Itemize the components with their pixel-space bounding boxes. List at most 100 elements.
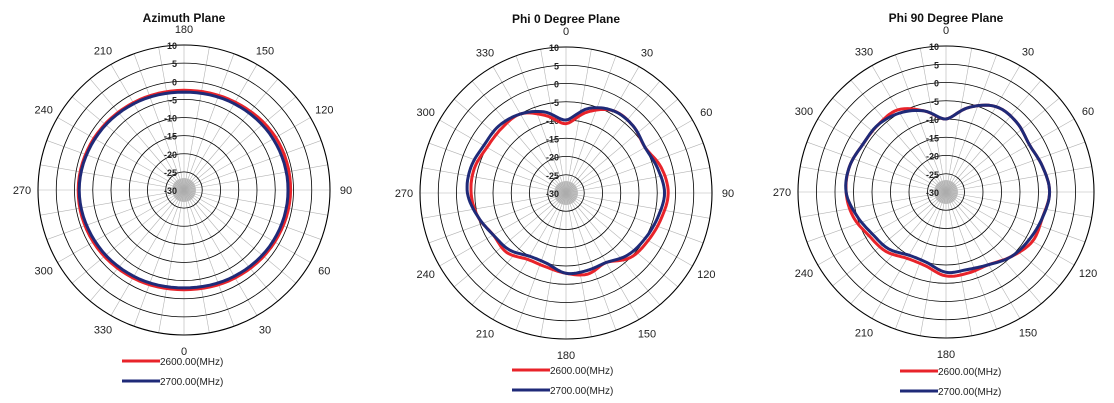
radial-tick-label: -25: [926, 170, 939, 180]
ring: [147, 153, 221, 227]
ring: [165, 171, 203, 209]
polar-chart-2: Phi 0 Degree Plane 10 5 0 -5 -10 -15 -20 -25 -30 0…: [395, 12, 734, 397]
ring: [474, 101, 658, 285]
angle-label: 60: [700, 107, 712, 119]
radial-tick-label: -20: [164, 150, 177, 160]
radial-rings: [37, 44, 331, 336]
angle-label: 300: [795, 106, 813, 118]
radial-tick-label: -5: [931, 97, 939, 107]
ring: [456, 83, 676, 303]
angle-label: 210: [94, 46, 112, 58]
ring: [419, 46, 713, 340]
radial-tick-label: -20: [546, 153, 559, 163]
center-hub: [172, 178, 196, 202]
angle-label: 180: [937, 349, 955, 361]
angle-label: 330: [855, 47, 873, 59]
ring: [853, 100, 1039, 284]
angle-label: 150: [256, 46, 274, 58]
angle-label: 60: [1082, 106, 1094, 118]
legend-label: 2600.00(MHz): [938, 367, 1001, 378]
ring: [797, 45, 1095, 339]
radial-tick-label: -15: [164, 132, 177, 142]
radial-rings: [797, 45, 1095, 339]
angle-label: 330: [476, 48, 494, 60]
angle-label: 150: [638, 328, 656, 340]
ring: [529, 156, 603, 230]
angle-label: 270: [395, 188, 413, 200]
radial-tick-label: -10: [164, 114, 177, 124]
radial-tick-label: -20: [926, 152, 939, 162]
angle-label: 300: [35, 266, 53, 278]
series-line-2: [844, 103, 1052, 275]
angle-label: 240: [35, 105, 53, 117]
chart-title: Phi 90 Degree Plane: [889, 11, 1004, 25]
angle-label: 0: [181, 346, 187, 358]
radial-tick-label: 10: [929, 42, 939, 52]
center-hub: [934, 180, 958, 204]
angle-label: 180: [557, 350, 575, 362]
radial-tick-label: -10: [926, 115, 939, 125]
angle-label: 120: [315, 105, 333, 117]
ring: [128, 135, 240, 245]
radial-tick-label: 0: [172, 77, 177, 87]
radial-tick-label: 0: [934, 79, 939, 89]
chart-title: Azimuth Plane: [143, 11, 226, 25]
ring: [834, 82, 1058, 302]
angle-label: 180: [175, 24, 193, 36]
angle-label: 30: [259, 324, 271, 336]
legend-label: 2700.00(MHz): [550, 386, 613, 397]
radial-tick-label: 5: [934, 60, 939, 70]
angle-label: 270: [773, 187, 791, 199]
ring: [890, 136, 1002, 248]
angle-label: 0: [943, 25, 949, 37]
chart-title: Phi 0 Degree Plane: [512, 12, 620, 26]
radial-tick-label: 10: [549, 43, 559, 53]
radial-tick-label: -30: [164, 186, 177, 196]
ring: [92, 98, 276, 282]
angle-label: 270: [13, 185, 31, 197]
legend-label: 2700.00(MHz): [938, 387, 1001, 398]
radial-tick-label: -5: [551, 98, 559, 108]
angle-label: 60: [318, 266, 330, 278]
angle-label: 120: [1079, 268, 1097, 280]
angle-label: 90: [340, 185, 352, 197]
polar-chart-3: Phi 90 Degree Plane 10 5 0 -5 -10 -15 -20 -25 -30…: [773, 11, 1097, 398]
series-line-2: [465, 106, 666, 276]
radial-tick-label: 5: [172, 59, 177, 69]
angle-label: 30: [641, 48, 653, 60]
ring: [510, 137, 622, 249]
angle-label: 120: [697, 269, 715, 281]
legend-label: 2600.00(MHz): [160, 357, 223, 368]
angle-label: 300: [417, 107, 435, 119]
angle-label: 240: [417, 269, 435, 281]
ring: [110, 117, 258, 263]
radial-tick-label: 10: [167, 41, 177, 51]
legend-label: 2600.00(MHz): [550, 366, 613, 377]
radial-tick-label: -30: [546, 189, 559, 199]
ring: [37, 44, 331, 336]
series-line-2: [77, 90, 290, 290]
ring: [74, 80, 294, 300]
radial-tick-label: -25: [164, 168, 177, 178]
angle-label: 0: [563, 26, 569, 38]
radial-tick-label: -10: [546, 116, 559, 126]
radial-tick-label: 0: [554, 80, 559, 90]
radial-tick-label: -15: [926, 133, 939, 143]
angle-label: 90: [722, 188, 734, 200]
angle-label: 240: [795, 268, 813, 280]
radial-tick-label: -30: [926, 188, 939, 198]
angle-label: 210: [476, 328, 494, 340]
center-hub: [554, 181, 578, 205]
ring: [927, 173, 965, 211]
ring: [816, 63, 1076, 321]
polar-chart-1: Azimuth Plane 10 5 0 -5 -10 -15 -20 -25 -30 180 150…: [13, 11, 352, 388]
legend-label: 2700.00(MHz): [160, 377, 223, 388]
radial-tick-label: 5: [554, 61, 559, 71]
radial-tick-label: -5: [169, 95, 177, 105]
ring: [55, 62, 313, 318]
angle-label: 150: [1019, 327, 1037, 339]
radial-tick-label: -15: [546, 134, 559, 144]
angle-label: 30: [1022, 47, 1034, 59]
ring: [547, 174, 585, 212]
